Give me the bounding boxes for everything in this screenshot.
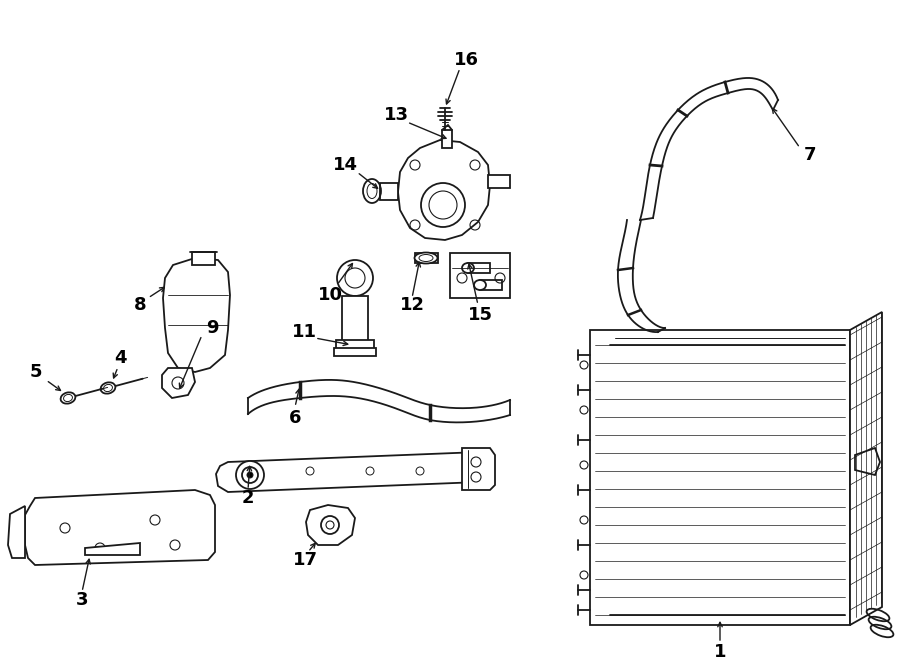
Circle shape xyxy=(421,183,465,227)
Ellipse shape xyxy=(474,280,486,290)
Polygon shape xyxy=(8,506,25,558)
Ellipse shape xyxy=(415,253,437,264)
Polygon shape xyxy=(855,448,880,475)
Text: 10: 10 xyxy=(318,286,343,304)
Polygon shape xyxy=(342,296,368,345)
Polygon shape xyxy=(380,183,398,200)
Text: 8: 8 xyxy=(134,296,147,314)
Text: 11: 11 xyxy=(292,323,317,341)
Text: 7: 7 xyxy=(804,146,816,164)
Text: 6: 6 xyxy=(289,409,302,427)
Polygon shape xyxy=(163,258,230,372)
Circle shape xyxy=(236,461,264,489)
Polygon shape xyxy=(306,505,355,545)
Polygon shape xyxy=(590,330,850,625)
Text: 5: 5 xyxy=(30,363,42,381)
Polygon shape xyxy=(488,175,510,188)
Polygon shape xyxy=(162,368,195,398)
Polygon shape xyxy=(192,252,215,265)
Text: 13: 13 xyxy=(383,106,409,124)
Polygon shape xyxy=(216,452,492,492)
Circle shape xyxy=(247,472,253,478)
Polygon shape xyxy=(480,280,502,290)
Circle shape xyxy=(337,260,373,296)
Polygon shape xyxy=(415,253,438,263)
Polygon shape xyxy=(334,348,376,356)
Polygon shape xyxy=(442,125,452,148)
Text: 3: 3 xyxy=(76,591,88,609)
Text: 16: 16 xyxy=(454,51,479,69)
Polygon shape xyxy=(468,263,490,273)
Circle shape xyxy=(321,516,339,534)
Polygon shape xyxy=(850,312,882,625)
Text: 2: 2 xyxy=(242,489,254,507)
Ellipse shape xyxy=(60,393,76,404)
Text: 4: 4 xyxy=(113,349,126,367)
Text: 1: 1 xyxy=(714,643,726,661)
Polygon shape xyxy=(25,490,215,565)
Text: 12: 12 xyxy=(400,296,425,314)
Text: 15: 15 xyxy=(467,306,492,324)
Polygon shape xyxy=(85,543,140,555)
Ellipse shape xyxy=(101,382,115,394)
Polygon shape xyxy=(398,140,490,240)
Text: 9: 9 xyxy=(206,319,218,337)
Text: 14: 14 xyxy=(332,156,357,174)
Polygon shape xyxy=(336,340,374,350)
Polygon shape xyxy=(462,448,495,490)
Text: 17: 17 xyxy=(292,551,318,569)
Ellipse shape xyxy=(462,263,474,273)
